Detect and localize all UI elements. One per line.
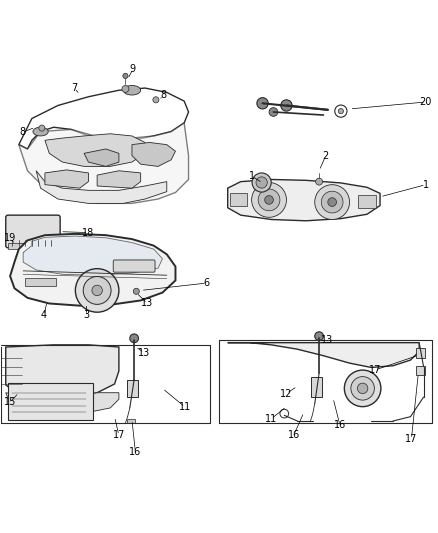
Bar	[230, 192, 247, 206]
Polygon shape	[19, 123, 188, 204]
Circle shape	[257, 98, 268, 109]
Bar	[127, 419, 135, 423]
Bar	[127, 379, 138, 397]
Text: 12: 12	[280, 389, 293, 399]
Circle shape	[281, 100, 292, 111]
Circle shape	[338, 109, 343, 114]
Text: 11: 11	[179, 402, 191, 412]
Polygon shape	[6, 393, 119, 414]
Polygon shape	[36, 171, 167, 204]
Text: 15: 15	[4, 397, 16, 407]
Circle shape	[315, 184, 350, 220]
Ellipse shape	[123, 85, 141, 95]
Circle shape	[252, 173, 271, 192]
Circle shape	[153, 97, 159, 103]
Bar	[416, 349, 425, 358]
Polygon shape	[45, 170, 88, 188]
Text: 1: 1	[249, 171, 255, 181]
Bar	[358, 195, 376, 208]
Text: 17: 17	[405, 434, 417, 445]
Text: 3: 3	[84, 310, 90, 320]
Circle shape	[252, 182, 286, 217]
Bar	[8, 243, 58, 249]
Text: 20: 20	[420, 97, 432, 107]
Text: 4: 4	[41, 310, 47, 320]
Polygon shape	[228, 180, 380, 221]
Circle shape	[75, 269, 119, 312]
Circle shape	[39, 125, 45, 131]
Bar	[25, 278, 56, 286]
Circle shape	[258, 189, 280, 211]
Text: 2: 2	[322, 151, 329, 161]
Circle shape	[269, 108, 278, 116]
Circle shape	[92, 285, 102, 296]
Circle shape	[122, 85, 129, 92]
Circle shape	[133, 288, 139, 294]
Circle shape	[83, 277, 111, 304]
Polygon shape	[10, 234, 176, 305]
Polygon shape	[45, 134, 145, 166]
Text: 6: 6	[204, 278, 210, 288]
Text: 19: 19	[4, 233, 16, 243]
Circle shape	[321, 191, 343, 213]
FancyBboxPatch shape	[6, 215, 60, 248]
Text: 13: 13	[141, 298, 153, 309]
Text: 7: 7	[71, 83, 78, 93]
FancyBboxPatch shape	[113, 260, 155, 272]
Circle shape	[316, 178, 322, 185]
Bar	[311, 377, 322, 397]
Text: 16: 16	[334, 421, 346, 430]
Circle shape	[256, 177, 267, 188]
Polygon shape	[23, 236, 162, 275]
Text: 16: 16	[129, 447, 141, 457]
FancyBboxPatch shape	[8, 383, 93, 419]
Polygon shape	[228, 343, 419, 367]
Text: 18: 18	[82, 228, 95, 238]
Circle shape	[123, 73, 128, 78]
Bar	[416, 366, 425, 375]
Text: 8: 8	[19, 127, 25, 138]
Circle shape	[357, 383, 368, 393]
Polygon shape	[97, 171, 141, 188]
Text: 1: 1	[423, 180, 429, 190]
Text: 8: 8	[160, 91, 166, 100]
Circle shape	[328, 198, 336, 206]
Circle shape	[351, 377, 374, 400]
Text: 16: 16	[288, 430, 300, 440]
Text: 11: 11	[265, 414, 277, 424]
Circle shape	[344, 370, 381, 407]
Text: 17: 17	[113, 430, 125, 440]
Polygon shape	[6, 345, 119, 398]
Text: 9: 9	[130, 64, 136, 74]
Circle shape	[130, 334, 138, 343]
Ellipse shape	[33, 127, 48, 136]
Circle shape	[265, 196, 273, 204]
Text: 17: 17	[369, 365, 381, 375]
Text: 13: 13	[321, 335, 333, 345]
Circle shape	[315, 332, 323, 341]
Text: 13: 13	[138, 348, 150, 358]
Polygon shape	[84, 149, 119, 166]
Polygon shape	[132, 142, 176, 166]
